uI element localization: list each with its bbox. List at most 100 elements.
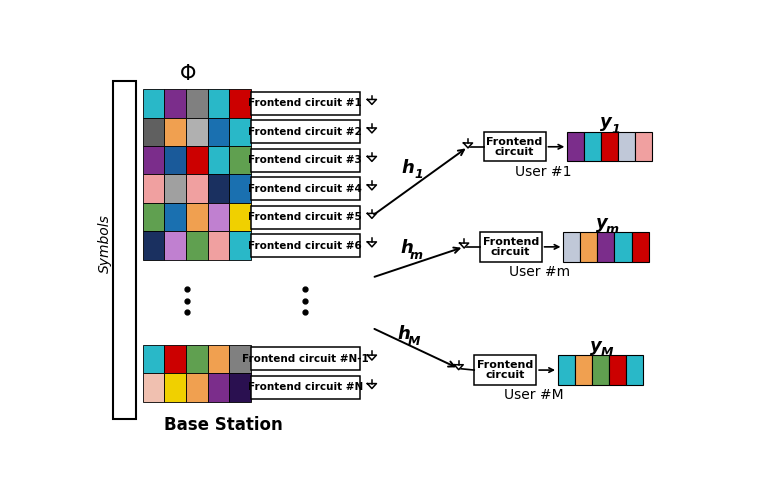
Bar (251, 376, 359, 399)
Text: Frontend circuit #1: Frontend circuit #1 (248, 98, 362, 108)
Polygon shape (459, 243, 468, 248)
Bar (186, 203, 207, 232)
Polygon shape (367, 214, 376, 218)
Bar (164, 203, 186, 232)
Bar (568, 132, 584, 161)
Bar (207, 118, 230, 146)
Text: m: m (606, 223, 619, 236)
Text: User #1: User #1 (515, 165, 572, 179)
Bar (251, 120, 359, 143)
Bar (207, 89, 230, 118)
Bar (618, 132, 635, 161)
Bar (584, 132, 601, 161)
Text: M: M (408, 335, 420, 348)
Bar (581, 232, 598, 261)
Text: $\boldsymbol{h}$: $\boldsymbol{h}$ (402, 158, 415, 177)
Polygon shape (367, 100, 376, 105)
Text: Base Station: Base Station (164, 416, 283, 434)
Bar (143, 373, 164, 402)
Text: Frontend circuit #2: Frontend circuit #2 (248, 127, 362, 137)
Text: Frontend circuit #6: Frontend circuit #6 (248, 241, 362, 250)
Bar (207, 174, 230, 203)
Text: $\boldsymbol{h}$: $\boldsymbol{h}$ (399, 240, 413, 257)
Text: m: m (410, 249, 423, 262)
Bar (164, 345, 186, 373)
Bar (230, 89, 251, 118)
Bar (164, 89, 186, 118)
Bar (230, 174, 251, 203)
Text: Symbols: Symbols (98, 214, 112, 273)
Bar (186, 373, 207, 402)
Text: Frontend: Frontend (477, 361, 533, 371)
Bar (230, 232, 251, 260)
Text: $\mathit{\Phi}$: $\mathit{\Phi}$ (179, 64, 196, 84)
Bar (186, 118, 207, 146)
Bar (474, 356, 536, 384)
Bar (164, 146, 186, 174)
Bar (598, 232, 614, 261)
Bar (143, 174, 164, 203)
Bar (230, 203, 251, 232)
Bar (631, 232, 648, 261)
Bar (207, 232, 230, 260)
Bar (251, 234, 359, 257)
Text: Frontend: Frontend (482, 237, 538, 247)
Text: Frontend circuit #5: Frontend circuit #5 (248, 212, 362, 222)
Bar (186, 89, 207, 118)
Bar (484, 132, 545, 161)
Text: $\boldsymbol{y}$: $\boldsymbol{y}$ (590, 339, 604, 357)
Bar (251, 177, 359, 200)
Text: Frontend circuit #N-1: Frontend circuit #N-1 (242, 354, 369, 364)
Polygon shape (367, 156, 376, 161)
Text: $\boldsymbol{y}$: $\boldsymbol{y}$ (599, 116, 613, 133)
Bar (143, 232, 164, 260)
Bar (635, 132, 653, 161)
Text: User #M: User #M (505, 388, 564, 402)
Bar (230, 146, 251, 174)
Bar (614, 232, 631, 261)
Bar (143, 203, 164, 232)
Bar (230, 118, 251, 146)
Bar (164, 174, 186, 203)
Polygon shape (367, 128, 376, 133)
Text: $\boldsymbol{h}$: $\boldsymbol{h}$ (397, 325, 411, 343)
Bar (164, 373, 186, 402)
Text: User #m: User #m (509, 265, 571, 279)
Text: M: M (601, 346, 613, 359)
Bar (609, 356, 626, 384)
Bar (164, 118, 186, 146)
Bar (143, 89, 164, 118)
Text: Frontend: Frontend (486, 137, 543, 147)
Polygon shape (367, 185, 376, 190)
Text: $\boldsymbol{y}$: $\boldsymbol{y}$ (595, 216, 609, 234)
Bar (480, 232, 541, 261)
Bar (563, 232, 581, 261)
Bar (558, 356, 575, 384)
Bar (186, 174, 207, 203)
Bar (143, 118, 164, 146)
Text: Frontend circuit #N: Frontend circuit #N (247, 382, 362, 392)
Bar (143, 146, 164, 174)
Text: circuit: circuit (485, 371, 525, 380)
Polygon shape (367, 355, 376, 360)
Bar (251, 348, 359, 371)
Text: 1: 1 (414, 168, 422, 181)
Bar (601, 132, 618, 161)
Bar (113, 81, 136, 419)
Text: Frontend circuit #3: Frontend circuit #3 (248, 155, 362, 165)
Text: circuit: circuit (491, 248, 531, 257)
Text: circuit: circuit (495, 147, 535, 157)
Bar (207, 203, 230, 232)
Bar (626, 356, 643, 384)
Polygon shape (454, 365, 463, 370)
Bar (207, 345, 230, 373)
Bar (186, 146, 207, 174)
Bar (186, 232, 207, 260)
Polygon shape (367, 383, 376, 388)
Bar (164, 232, 186, 260)
Bar (575, 356, 592, 384)
Bar (230, 373, 251, 402)
Bar (207, 146, 230, 174)
Polygon shape (367, 242, 376, 247)
Bar (207, 373, 230, 402)
